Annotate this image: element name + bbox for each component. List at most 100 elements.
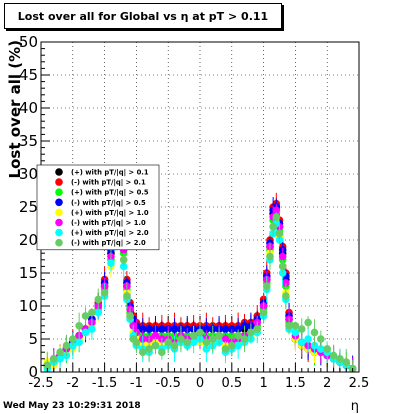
data-point	[215, 322, 223, 330]
data-point	[323, 351, 332, 360]
data-point	[275, 223, 284, 231]
data-point	[266, 242, 274, 251]
data-point	[317, 348, 325, 357]
legend-marker	[55, 188, 63, 196]
data-point	[202, 331, 211, 340]
data-point	[247, 322, 255, 330]
legend-marker	[55, 168, 63, 176]
data-point	[138, 348, 147, 357]
data-point	[228, 322, 236, 330]
data-point	[228, 338, 236, 347]
data-point	[183, 322, 192, 330]
data-point	[348, 364, 357, 373]
data-point	[119, 255, 128, 264]
data-point	[100, 289, 109, 297]
data-point	[202, 335, 211, 343]
y-tick-label: 30	[19, 165, 38, 183]
data-point	[259, 305, 268, 314]
data-point	[81, 312, 90, 320]
data-point	[215, 331, 223, 340]
data-point	[297, 341, 306, 350]
data-point	[43, 361, 52, 370]
x-tick-label: 0.5	[221, 376, 242, 391]
data-point	[262, 282, 271, 291]
data-point	[189, 322, 198, 330]
data-point	[272, 209, 281, 218]
data-point	[196, 335, 204, 343]
data-point	[348, 364, 357, 373]
data-point	[228, 341, 236, 350]
legend-marker	[55, 208, 63, 217]
data-point	[177, 335, 185, 343]
data-point	[282, 272, 290, 281]
data-point	[323, 351, 332, 360]
data-point	[183, 325, 192, 333]
data-point	[164, 322, 172, 330]
data-point	[75, 338, 83, 347]
data-point	[266, 252, 274, 261]
data-point	[145, 322, 153, 330]
data-point	[259, 308, 268, 317]
data-point	[49, 361, 58, 370]
data-point	[94, 308, 103, 317]
data-point	[81, 325, 90, 333]
data-point	[221, 345, 230, 353]
data-point	[49, 355, 58, 363]
data-point	[170, 341, 179, 350]
data-point	[145, 325, 153, 333]
data-point	[119, 239, 128, 248]
data-point	[202, 325, 211, 333]
data-point	[278, 246, 287, 254]
data-point	[342, 361, 351, 370]
data-point	[329, 351, 338, 360]
data-point	[132, 322, 141, 330]
data-point	[183, 338, 192, 347]
data-point	[189, 338, 198, 347]
data-point	[116, 206, 125, 215]
data-point	[145, 331, 153, 340]
data-point	[342, 361, 351, 370]
data-point	[262, 275, 271, 284]
data-point	[100, 285, 109, 294]
data-point	[208, 331, 217, 340]
y-tick-label: 50	[19, 33, 38, 51]
plot-frame	[40, 41, 360, 373]
data-point	[278, 262, 287, 271]
data-point	[240, 325, 249, 333]
data-point	[278, 262, 287, 271]
data-point	[282, 275, 290, 284]
data-point	[323, 351, 332, 360]
y-tick-label: 10	[19, 297, 38, 315]
data-point	[348, 364, 357, 373]
data-point	[215, 325, 223, 333]
data-point	[310, 348, 319, 357]
data-point	[110, 219, 118, 228]
data-point	[234, 325, 242, 333]
data-point	[49, 355, 58, 363]
data-point	[208, 338, 217, 347]
data-point	[43, 361, 52, 370]
data-point	[138, 322, 147, 330]
data-point	[259, 308, 268, 317]
data-point	[269, 229, 277, 238]
data-point	[123, 279, 131, 287]
legend-entry-label: (-) with pT/|q| > 0.5	[71, 199, 146, 208]
data-point	[304, 345, 312, 353]
data-point	[329, 355, 338, 363]
data-point	[56, 355, 64, 363]
data-point	[262, 269, 271, 277]
data-point	[81, 328, 90, 337]
data-point	[285, 312, 293, 320]
data-point	[285, 325, 293, 333]
data-point	[336, 355, 344, 363]
data-point	[145, 335, 153, 343]
grid	[40, 41, 360, 373]
data-point	[113, 203, 122, 211]
data-point	[107, 255, 115, 264]
data-point	[94, 302, 103, 310]
data-point	[202, 322, 211, 330]
data-point	[329, 355, 338, 363]
data-point	[278, 252, 287, 261]
data-point	[132, 341, 141, 350]
data-point	[107, 242, 115, 251]
